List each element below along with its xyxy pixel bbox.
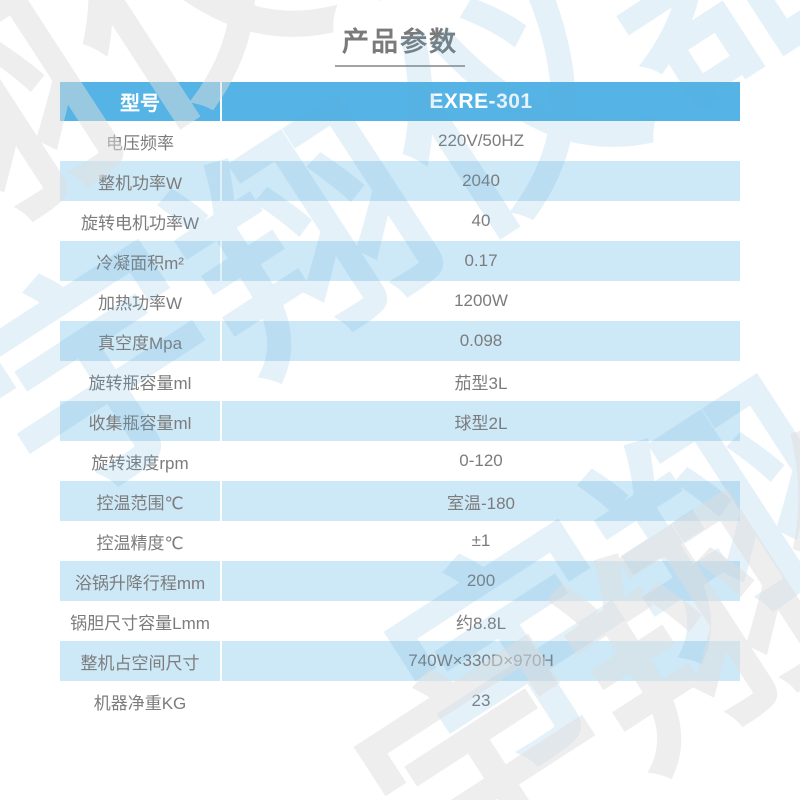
table-row: 机器净重KG 23 xyxy=(60,681,740,721)
spec-value: 740W×330D×970H xyxy=(220,641,740,681)
table-row: 控温范围℃ 室温-180 xyxy=(60,481,740,521)
spec-value: 220V/50HZ xyxy=(220,121,740,161)
spec-label: 电压频率 xyxy=(106,133,174,153)
spec-label: 收集瓶容量ml xyxy=(88,413,192,433)
spec-table: 型号 EXRE-301 电压频率 220V/50HZ 整机功率W 2040 旋转电机功率… xyxy=(60,82,740,721)
spec-value: 0.17 xyxy=(220,241,740,281)
table-row: 旋转瓶容量ml 茄型3L xyxy=(60,361,740,401)
spec-label: 冷凝面积m² xyxy=(96,253,184,273)
table-row: 整机功率W 2040 xyxy=(60,161,740,201)
spec-label: 机器净重KG xyxy=(93,693,187,713)
spec-value: 0.098 xyxy=(220,321,740,361)
table-body: 电压频率 220V/50HZ 整机功率W 2040 旋转电机功率W 40 冷凝面积m² 0.1… xyxy=(60,121,740,721)
spec-label: 旋转速度rpm xyxy=(91,453,189,473)
table-row: 加热功率W 1200W xyxy=(60,281,740,321)
table-row: 电压频率 220V/50HZ xyxy=(60,121,740,161)
spec-value: 茄型3L xyxy=(220,361,740,401)
spec-value: 约8.8L xyxy=(220,601,740,641)
spec-value: 球型2L xyxy=(220,401,740,441)
spec-label: 锅胆尺寸容量Lmm xyxy=(70,613,210,633)
table-row: 旋转速度rpm 0-120 xyxy=(60,441,740,481)
table-row: 锅胆尺寸容量Lmm 约8.8L xyxy=(60,601,740,641)
table-row: 整机占空间尺寸 740W×330D×970H xyxy=(60,641,740,681)
model-header-label: 型号 xyxy=(120,93,160,115)
table-header-row: 型号 EXRE-301 xyxy=(60,82,740,121)
spec-label: 真空度Mpa xyxy=(97,333,183,353)
spec-label: 控温精度℃ xyxy=(96,533,184,553)
spec-label: 旋转瓶容量ml xyxy=(88,373,192,393)
table-row: 浴锅升降行程mm 200 xyxy=(60,561,740,601)
spec-label: 整机占空间尺寸 xyxy=(80,653,200,673)
spec-value: 2040 xyxy=(220,161,740,201)
table-row: 冷凝面积m² 0.17 xyxy=(60,241,740,281)
spec-value: 室温-180 xyxy=(220,481,740,521)
spec-value: ±1 xyxy=(220,521,740,561)
spec-label: 浴锅升降行程mm xyxy=(74,573,206,593)
table-row: 旋转电机功率W 40 xyxy=(60,201,740,241)
spec-value: 23 xyxy=(220,681,740,721)
spec-label: 旋转电机功率W xyxy=(80,213,200,233)
page-title: 产品参数 xyxy=(335,20,465,67)
spec-value: 1200W xyxy=(220,281,740,321)
spec-label: 整机功率W xyxy=(97,173,183,193)
spec-value: 200 xyxy=(220,561,740,601)
model-header-value: EXRE-301 xyxy=(220,82,740,121)
table-row: 收集瓶容量ml 球型2L xyxy=(60,401,740,441)
table-row: 控温精度℃ ±1 xyxy=(60,521,740,561)
spec-value: 40 xyxy=(220,201,740,241)
spec-label: 加热功率W xyxy=(97,293,183,313)
spec-value: 0-120 xyxy=(220,441,740,481)
title-wrap: 产品参数 xyxy=(0,20,800,67)
spec-label: 控温范围℃ xyxy=(96,493,184,513)
table-row: 真空度Mpa 0.098 xyxy=(60,321,740,361)
